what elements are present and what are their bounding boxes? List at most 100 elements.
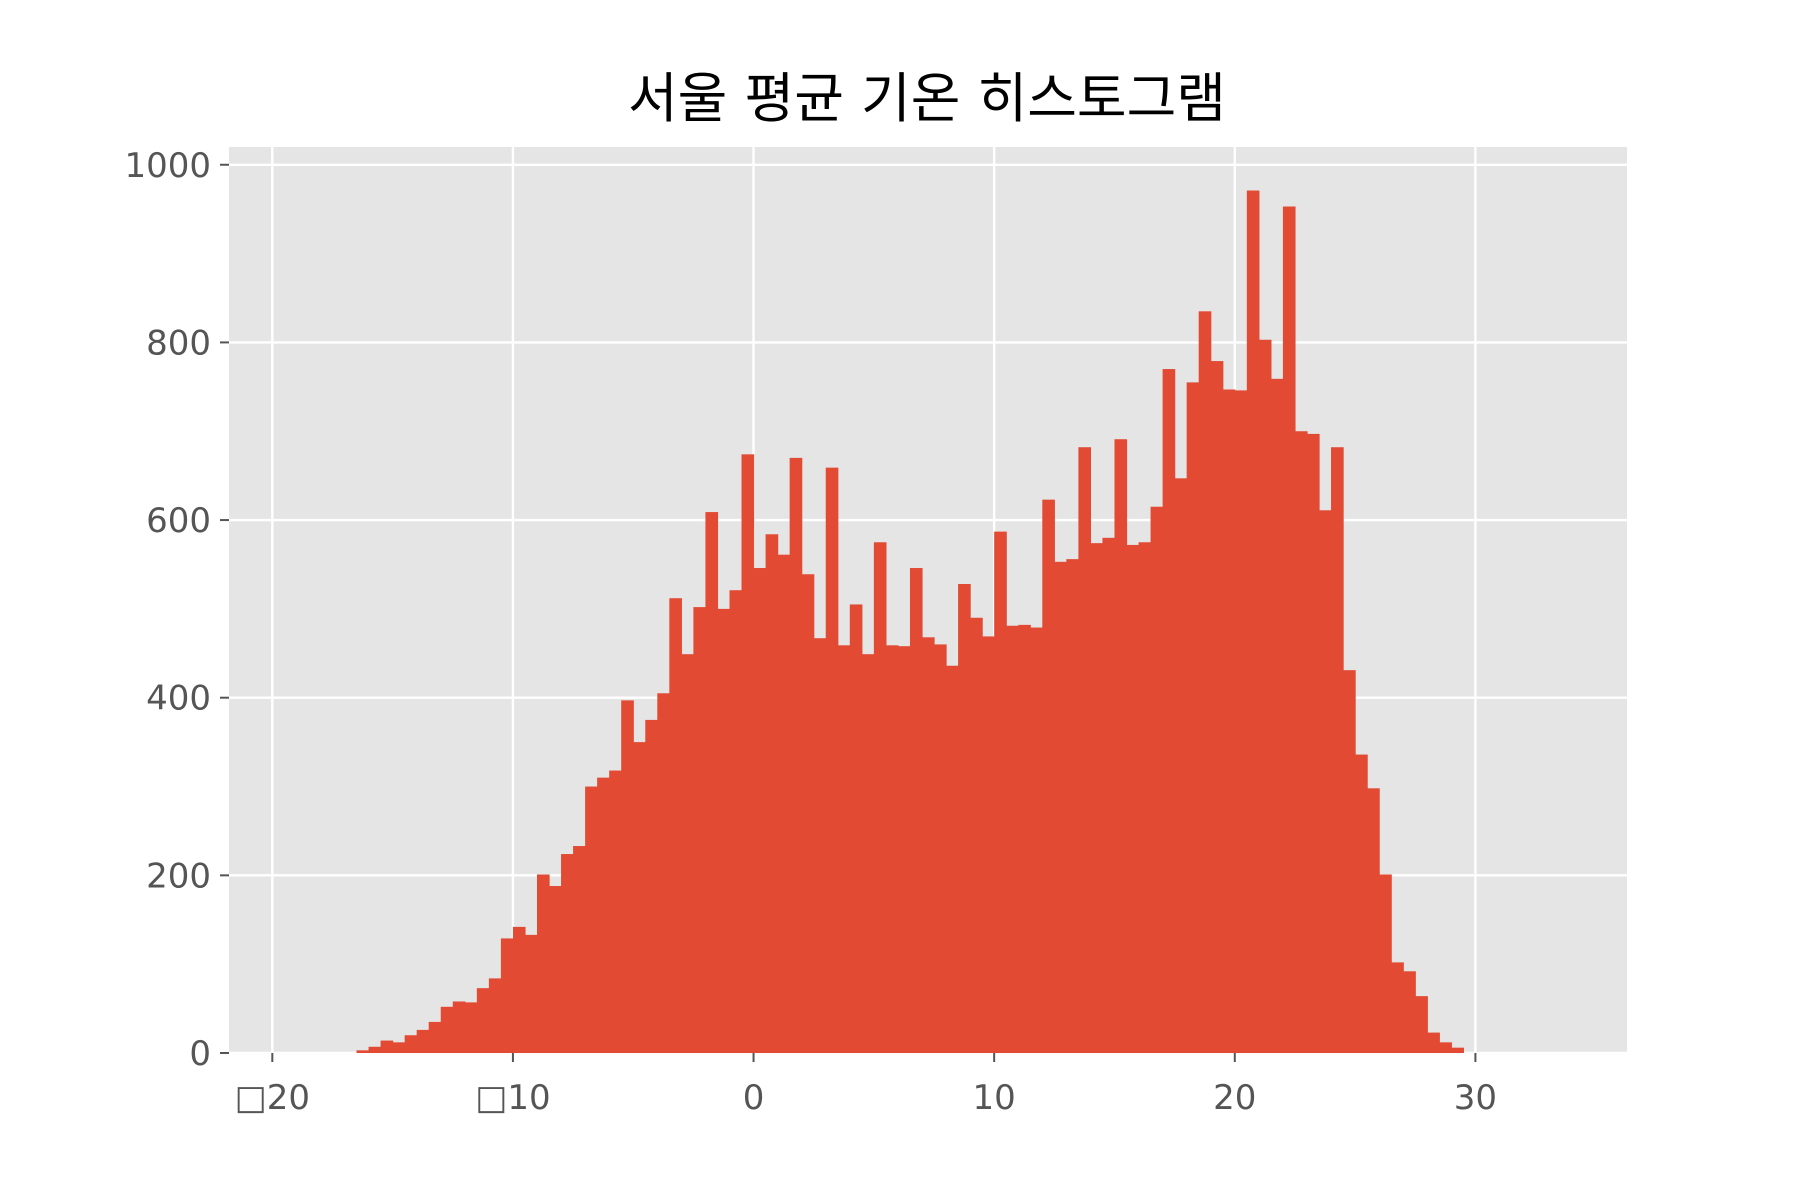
x-tick-label-5: 30 xyxy=(1454,1078,1497,1118)
histogram-bar-37 xyxy=(801,574,815,1053)
histogram-bar-65 xyxy=(1138,542,1152,1053)
histogram-bar-76 xyxy=(1270,378,1284,1053)
histogram-bar-30 xyxy=(717,608,731,1053)
histogram-bar-25 xyxy=(657,693,670,1053)
histogram-bar-18 xyxy=(573,846,586,1053)
histogram-bar-56 xyxy=(1030,627,1043,1053)
histogram-bar-52 xyxy=(982,636,995,1053)
histogram-bar-64 xyxy=(1126,544,1140,1053)
histogram-bar-79 xyxy=(1306,433,1320,1053)
histogram-bar-71 xyxy=(1210,361,1224,1053)
histogram-bar-72 xyxy=(1222,389,1236,1053)
histogram-bar-35 xyxy=(777,554,791,1053)
x-tick-label-0: □20 xyxy=(235,1078,310,1118)
y-tick-label-4: 800 xyxy=(146,323,211,363)
histogram-bars xyxy=(356,190,1464,1054)
histogram-bar-29 xyxy=(705,512,719,1053)
histogram-bar-0 xyxy=(356,1050,370,1053)
histogram-bar-31 xyxy=(729,590,743,1053)
histogram-bar-11 xyxy=(488,978,502,1053)
histogram-bar-40 xyxy=(837,645,851,1053)
histogram-bar-81 xyxy=(1331,447,1344,1054)
histogram-bar-33 xyxy=(753,568,767,1053)
histogram-bar-48 xyxy=(934,644,947,1053)
histogram-bar-55 xyxy=(1018,624,1031,1053)
histogram-bar-46 xyxy=(909,568,923,1053)
histogram-bar-57 xyxy=(1042,499,1055,1054)
histogram-bar-19 xyxy=(585,786,598,1053)
y-axis: 0 200 400 600 800 1000 xyxy=(124,146,229,1074)
y-tick-label-0: 0 xyxy=(189,1034,211,1074)
histogram-bar-36 xyxy=(789,457,803,1054)
chart-title: 서울 평균 기온 히스토그램 xyxy=(628,67,1226,130)
histogram-bar-3 xyxy=(392,1042,406,1053)
histogram-bar-51 xyxy=(970,617,983,1053)
histogram-bar-89 xyxy=(1427,1032,1440,1053)
y-tick-label-1: 200 xyxy=(146,856,211,896)
histogram-bar-67 xyxy=(1162,369,1176,1053)
histogram-bar-13 xyxy=(512,926,526,1053)
histogram-bar-70 xyxy=(1198,311,1212,1054)
histogram-bar-84 xyxy=(1367,788,1380,1053)
histogram-bar-74 xyxy=(1246,190,1260,1053)
y-tick-label-5: 1000 xyxy=(124,146,211,186)
histogram-bar-44 xyxy=(885,645,899,1053)
histogram-bar-87 xyxy=(1403,971,1416,1053)
histogram-bar-82 xyxy=(1343,670,1356,1053)
histogram-bar-63 xyxy=(1114,439,1128,1054)
histogram-bar-90 xyxy=(1439,1042,1452,1053)
histogram-bar-21 xyxy=(609,770,622,1053)
x-tick-label-4: 20 xyxy=(1213,1078,1256,1118)
x-tick-label-1: □10 xyxy=(475,1078,550,1118)
histogram-bar-32 xyxy=(741,454,755,1053)
histogram-bar-38 xyxy=(813,638,827,1053)
histogram-bar-15 xyxy=(536,874,550,1053)
histogram-bar-4 xyxy=(404,1035,418,1053)
histogram-bar-28 xyxy=(693,607,707,1053)
histogram-bar-61 xyxy=(1090,543,1104,1053)
histogram-bar-66 xyxy=(1150,506,1164,1053)
histogram-bar-41 xyxy=(849,604,863,1053)
histogram-bar-39 xyxy=(825,467,839,1053)
histogram-bar-60 xyxy=(1078,447,1092,1054)
histogram-bar-88 xyxy=(1415,996,1428,1053)
histogram-bar-14 xyxy=(524,934,538,1053)
histogram-bar-75 xyxy=(1258,339,1272,1053)
histogram-bar-34 xyxy=(765,534,779,1053)
histogram-bar-12 xyxy=(500,938,514,1053)
histogram-bar-24 xyxy=(645,719,658,1053)
histogram-bar-50 xyxy=(958,584,971,1053)
histogram-bar-68 xyxy=(1174,478,1188,1053)
x-axis: □20 □10 0 10 20 30 xyxy=(235,1053,1497,1118)
histogram-bar-27 xyxy=(681,654,694,1053)
histogram-bar-20 xyxy=(597,777,610,1053)
histogram-bar-5 xyxy=(416,1029,430,1053)
histogram-bar-2 xyxy=(380,1040,394,1053)
y-tick-label-3: 600 xyxy=(146,501,211,541)
histogram-bar-23 xyxy=(633,742,646,1053)
histogram-bar-1 xyxy=(368,1046,382,1053)
histogram-bar-42 xyxy=(861,654,875,1053)
histogram-bar-16 xyxy=(549,886,562,1053)
histogram-bar-47 xyxy=(921,637,935,1053)
histogram-bar-45 xyxy=(897,646,911,1053)
histogram-bar-85 xyxy=(1379,874,1392,1053)
histogram-bar-43 xyxy=(873,542,887,1053)
histogram-bar-77 xyxy=(1282,206,1296,1053)
x-tick-label-3: 10 xyxy=(973,1078,1016,1118)
histogram-bar-83 xyxy=(1355,754,1368,1053)
histogram-bar-80 xyxy=(1319,510,1332,1054)
histogram-bar-26 xyxy=(669,598,682,1053)
histogram-bar-62 xyxy=(1102,537,1116,1053)
histogram-bar-58 xyxy=(1054,561,1067,1053)
histogram-bar-78 xyxy=(1294,431,1308,1053)
histogram-bar-8 xyxy=(452,1001,466,1053)
histogram-bar-86 xyxy=(1391,962,1404,1053)
histogram-bar-69 xyxy=(1186,382,1200,1054)
histogram-bar-22 xyxy=(621,700,634,1053)
histogram-bar-10 xyxy=(476,988,490,1053)
histogram-bar-73 xyxy=(1234,390,1248,1053)
histogram-bar-49 xyxy=(946,665,959,1053)
histogram-bar-7 xyxy=(440,1006,454,1053)
